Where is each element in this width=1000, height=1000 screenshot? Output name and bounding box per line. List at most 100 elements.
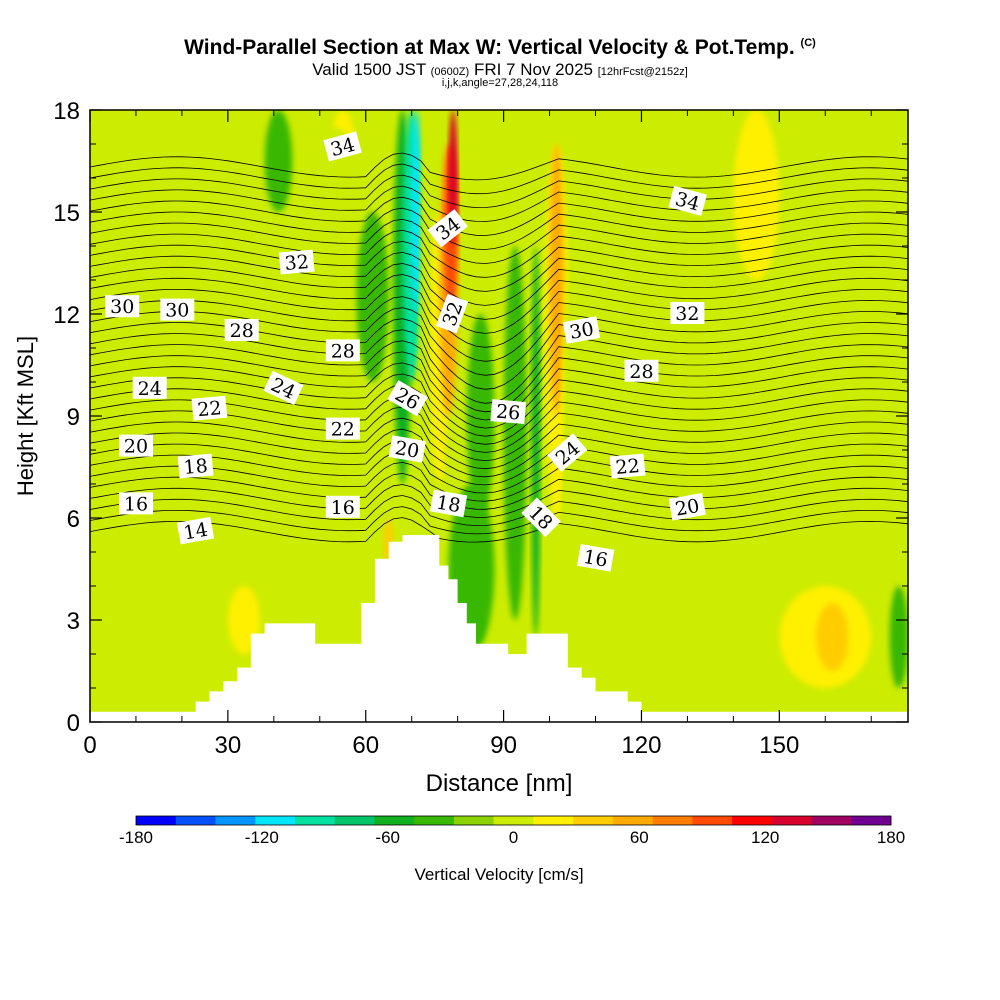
contour-label-box [562,316,601,344]
velocity-blob [264,110,293,212]
contour-label: 16 [577,544,615,572]
contour-label-box [177,453,214,479]
x-tick-label: 0 [83,732,96,759]
contour-label-box [325,339,360,362]
isentrope-line [90,207,908,250]
x-tick-label: 90 [490,732,517,759]
x-axis: 0 30 60 90 120 150 [83,110,872,759]
contour-label-text: 18 [435,491,463,517]
y-tick-label: 15 [53,200,80,227]
velocity-blob [889,586,908,688]
y-tick-label: 9 [67,404,80,431]
colorbar-swatch [533,816,574,825]
x-tick-label: 60 [352,732,379,759]
velocity-blob [90,110,136,246]
velocity-blob [503,246,527,620]
colorbar-swatch [652,816,693,825]
contour-label: 28 [224,319,259,342]
contour-label-text: 30 [110,296,134,318]
terrain-polygon [90,535,908,722]
contour-label-box [624,359,659,382]
isentrope-line [90,251,908,306]
velocity-blob [595,246,642,586]
contour-label-text: 32 [675,303,699,325]
contour-label: 30 [562,316,601,344]
isentrope-line [90,362,908,429]
contour-label: 14 [176,516,215,545]
contour-label-box [387,380,428,417]
utc-time: (0600Z) [430,66,470,78]
isentrope-line [90,384,908,445]
contour-label-box [224,319,259,341]
contour-label-text: 28 [331,340,355,362]
contour-label: 24 [132,376,167,400]
contour-label: 32 [278,249,315,275]
colorbar-swatch [294,816,335,825]
isentrope-line [90,240,908,292]
colorbar-tick-label: 180 [877,828,905,847]
contour-label-box [191,395,228,421]
contour-label-box [609,453,646,479]
y-tick-label: 12 [53,302,80,329]
velocity-blob [531,246,541,637]
colorbar-tick-label: -60 [375,828,400,847]
contour-label: 20 [388,435,426,463]
contour-label-box [105,295,140,318]
contour-label-text: 26 [495,401,521,425]
contour-label-box [435,293,469,334]
isentrope-line [90,307,908,376]
isentrope-line [90,185,908,222]
contour-label-box [325,417,360,440]
colorbar-swatch [334,816,375,825]
y-tick-label: 6 [67,506,80,533]
contour-label-box [670,302,705,324]
valid-time: Valid 1500 JST [312,60,426,79]
contour-label-text: 16 [331,497,355,519]
isentrope-line [90,417,908,470]
colorbar-tick-label: 0 [509,828,518,847]
contour-label: 30 [160,298,195,322]
isentrope-line [90,163,908,195]
contour-label-box [160,298,195,321]
isentrope-line [90,174,908,209]
isentrope-line [90,484,908,518]
contour-label: 26 [490,399,527,425]
contour-label-box [132,376,167,399]
y-axis: 0 3 6 9 12 15 18 [53,98,908,737]
isentrope-line [90,472,908,510]
contour-label-box [325,495,360,518]
colorbar-swatch [692,816,733,825]
forecast-info: [12hrFcst@2152z] [597,66,688,78]
contour-label-box [119,492,153,515]
isentrope-line [90,274,908,334]
colorbar-tick-label: -180 [119,828,153,847]
contour-label-box [176,516,215,545]
isentrope-line [90,450,908,494]
contour-label-box [427,209,468,248]
contour-label-text: 20 [674,495,702,521]
contour-label-text: 22 [615,455,641,479]
isentrope-line [90,196,908,236]
isentrope-line [90,428,908,478]
isentrope-line [90,285,908,348]
terrain-mask [90,535,908,722]
contour-label-box [521,497,561,538]
contour-label-text: 30 [165,300,189,322]
contour-label: 24 [547,433,588,472]
contour-label: 28 [325,339,360,362]
contour-label-text: 22 [196,397,222,421]
contour-label-box [119,434,153,457]
colorbar-tick-label: 120 [751,828,779,847]
contour-label-box [668,185,707,216]
contour-label: 18 [177,453,214,479]
contour-label-box [668,493,706,521]
colorbar-frame [135,815,892,826]
contour-label-box [490,399,527,425]
colorbar-swatch [851,816,892,825]
colorbar-swatch [732,816,773,825]
contour-label: 20 [119,434,153,458]
chart-title: Wind-Parallel Section at Max W: Vertical… [0,36,1000,60]
velocity-blob [135,110,192,212]
x-tick-label: 120 [621,732,661,759]
